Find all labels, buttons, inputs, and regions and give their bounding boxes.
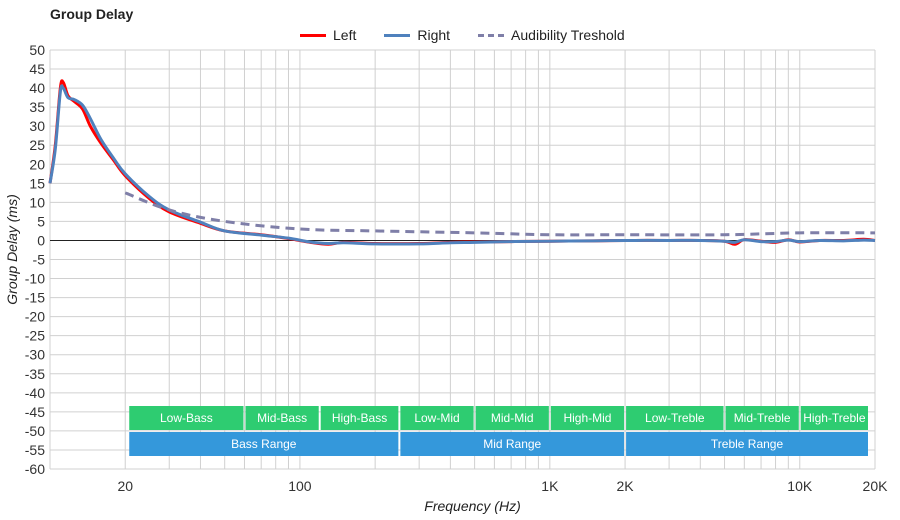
x-tick-label: 20 (117, 478, 133, 494)
legend-swatch-threshold (478, 33, 505, 37)
series-line-audibility-treshold (124, 191, 876, 237)
legend-swatch-right (384, 33, 411, 37)
y-tick-label: -20 (25, 309, 45, 325)
legend-label-left: Left (333, 27, 357, 43)
band-label-mid-mid: Mid-Mid (491, 411, 534, 425)
band-label-treble-range: Treble Range (711, 437, 784, 451)
y-tick-label: -10 (25, 271, 45, 287)
y-tick-label: -55 (25, 442, 45, 458)
band-label-mid-range: Mid Range (483, 437, 541, 451)
y-tick-label: -60 (25, 461, 45, 477)
chart-title: Group Delay (50, 6, 134, 22)
legend: Left Right Audibility Treshold (300, 27, 625, 43)
y-tick-label: 10 (29, 194, 45, 210)
y-axis-title: Group Delay (ms) (4, 194, 20, 304)
legend-swatch-left (300, 33, 326, 37)
y-tick-label: -45 (25, 404, 45, 420)
y-tick-label: -40 (25, 385, 45, 401)
y-tick-label: 45 (29, 61, 45, 77)
x-tick-label: 100 (288, 478, 312, 494)
y-tick-label: 35 (29, 99, 45, 115)
band-label-high-mid: High-Mid (563, 411, 611, 425)
band-high-mid (550, 406, 625, 430)
band-low-bass (129, 406, 244, 430)
band-treble-range (626, 432, 868, 456)
y-tick-label: 40 (29, 80, 45, 96)
x-tick-label: 2K (617, 478, 635, 494)
series-line-right (48, 84, 876, 246)
y-tick-label: 0 (37, 232, 45, 248)
y-tick-label: -50 (25, 423, 45, 439)
y-tick-label: 20 (29, 156, 45, 172)
band-label-bass-range: Bass Range (231, 437, 297, 451)
y-tick-label: -30 (25, 347, 45, 363)
band-label-low-bass: Low-Bass (160, 411, 213, 425)
x-tick-label: 1K (541, 478, 559, 494)
band-bass-range (129, 432, 399, 456)
y-tick-label: 25 (29, 137, 45, 153)
band-mid-treble (725, 406, 799, 430)
band-label-low-mid: Low-Mid (414, 411, 459, 425)
y-tick-label: 30 (29, 118, 45, 134)
band-label-low-treble: Low-Treble (645, 411, 705, 425)
band-low-mid (400, 406, 474, 430)
band-high-bass (320, 406, 399, 430)
band-label-mid-treble: Mid-Treble (734, 411, 791, 425)
legend-label-threshold: Audibility Treshold (511, 27, 625, 43)
band-high-treble (800, 406, 868, 430)
y-tick-label: 50 (29, 42, 45, 58)
legend-item-threshold[interactable]: Audibility Treshold (478, 27, 625, 43)
band-mid-bass (245, 406, 319, 430)
series-line-left (48, 79, 876, 246)
y-tick-label: -5 (33, 252, 46, 268)
y-tick-label: -35 (25, 366, 45, 382)
band-label-high-bass: High-Bass (332, 411, 387, 425)
legend-item-right[interactable]: Right (384, 27, 450, 43)
x-tick-label: 20K (863, 478, 889, 494)
y-tick-label: 5 (37, 213, 45, 229)
y-tick-label: -25 (25, 328, 45, 344)
band-low-treble (626, 406, 724, 430)
y-tick-label: -15 (25, 290, 45, 306)
x-axis-title: Frequency (Hz) (424, 498, 520, 514)
legend-item-left[interactable]: Left (300, 27, 356, 43)
legend-label-right: Right (417, 27, 451, 43)
band-label-mid-bass: Mid-Bass (257, 411, 307, 425)
band-mid-mid (475, 406, 549, 430)
y-tick-label: 15 (29, 175, 45, 191)
x-tick-label: 10K (787, 478, 813, 494)
band-mid-range (400, 432, 625, 456)
band-label-high-treble: High-Treble (803, 411, 866, 425)
